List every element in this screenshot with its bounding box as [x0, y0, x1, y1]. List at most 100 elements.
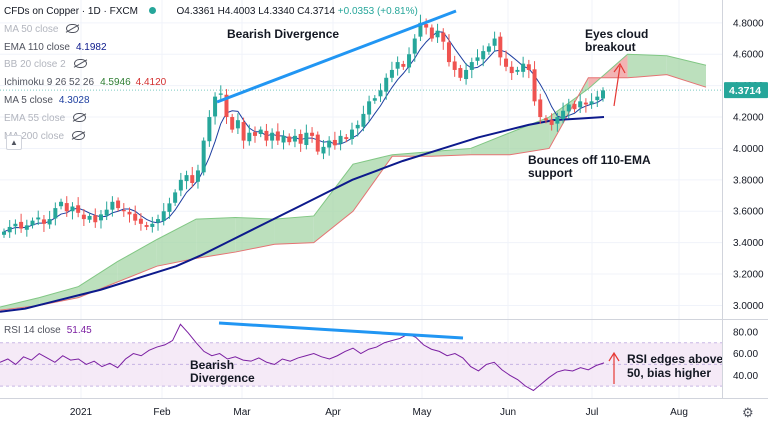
candle-body — [7, 226, 12, 233]
price-tick-label: 4.8000 — [733, 18, 764, 29]
price-tick-label: 3.2000 — [733, 270, 764, 281]
collapse-legend-button[interactable]: ▲ — [6, 135, 22, 150]
candle — [30, 217, 35, 229]
candle-body — [321, 146, 326, 154]
candle — [190, 166, 195, 188]
candle-body — [36, 217, 41, 220]
candle-body — [492, 38, 497, 46]
candle-body — [372, 98, 377, 101]
candle-body — [327, 140, 332, 148]
candle — [349, 122, 354, 145]
candle — [81, 209, 86, 226]
candle-body — [412, 38, 417, 54]
candle-body — [338, 135, 343, 144]
rsi-tick-label: 60.00 — [733, 349, 758, 360]
candle — [549, 113, 554, 131]
legend-row[interactable]: MA 200 close — [4, 128, 418, 146]
candle-body — [389, 69, 394, 78]
legend-row[interactable]: BB 20 close 2 — [4, 56, 418, 74]
candle-body — [578, 101, 583, 108]
legend-row[interactable]: EMA 110 close 4.1982 — [4, 39, 418, 57]
legend-row[interactable]: Ichimoku 9 26 52 26 4.5946 4.4120 — [4, 74, 418, 92]
legend-row[interactable]: MA 50 close — [4, 21, 418, 39]
candle-body — [270, 132, 275, 141]
legend-value: 4.1982 — [75, 41, 107, 53]
rsi-legend: RSI 14 close 51.45 — [4, 325, 92, 336]
change-value: +0.0353 (+0.81%) — [337, 6, 418, 17]
candle — [566, 98, 571, 119]
candle — [561, 102, 566, 124]
eye-hidden-icon[interactable] — [73, 59, 87, 69]
rsi-bearish-label: Bearish — [190, 358, 234, 372]
candle-body — [224, 94, 229, 118]
candle-body — [144, 225, 149, 227]
candle-body — [418, 22, 423, 37]
candle-body — [53, 208, 58, 219]
eye-hidden-icon[interactable] — [73, 112, 87, 122]
candle-body — [275, 131, 280, 141]
candle — [338, 130, 343, 151]
candle-body — [435, 30, 440, 38]
gear-icon[interactable]: ⚙ — [742, 405, 754, 420]
rsi-arrowhead — [608, 351, 620, 362]
cloud-segment — [627, 54, 667, 78]
candle-body — [178, 179, 183, 191]
candle — [435, 23, 440, 43]
candle-body — [59, 201, 64, 207]
candle-body — [464, 69, 469, 80]
candle — [504, 50, 509, 72]
legend-row[interactable]: EMA 55 close — [4, 110, 418, 128]
candle — [224, 89, 229, 124]
candle-body — [121, 209, 126, 212]
candle — [138, 213, 143, 231]
candle — [121, 203, 126, 217]
candle-body — [315, 134, 320, 152]
candle-body — [167, 203, 172, 212]
candle — [133, 205, 138, 226]
candle — [195, 164, 200, 189]
candle-body — [13, 223, 18, 227]
last-price-badge — [724, 82, 768, 99]
candle-body — [173, 192, 178, 203]
indicator-lines — [0, 31, 605, 313]
candle — [526, 59, 531, 79]
price-tick-label: 3.0000 — [733, 301, 764, 312]
candle-body — [344, 137, 349, 140]
cloud-segment — [156, 219, 197, 267]
candle-body — [349, 129, 354, 140]
time-tick-label: 2021 — [70, 407, 93, 418]
cloud-segment — [196, 217, 236, 259]
candle-body — [87, 215, 92, 220]
candle-body — [601, 90, 605, 99]
candle-body — [258, 129, 263, 134]
rsi-value: 51.45 — [66, 325, 92, 336]
legend-label: MA 50 close — [4, 23, 59, 35]
cloud-segment — [235, 217, 275, 253]
candle-body — [287, 136, 292, 143]
candle-body — [401, 63, 406, 67]
symbol-title[interactable]: CFDs on Copper · 1D · FXCM — [4, 6, 138, 17]
candle-body — [446, 42, 451, 63]
eyes-cloud-label: breakout — [585, 40, 636, 54]
candle-body — [532, 69, 537, 102]
candle-body — [150, 223, 155, 227]
eye-hidden-icon[interactable] — [72, 130, 86, 140]
cloud-segment — [0, 297, 40, 311]
close-value: C4.3714 — [297, 6, 335, 17]
candle — [13, 219, 18, 235]
eye-hidden-icon[interactable] — [66, 23, 80, 33]
candle-body — [452, 61, 457, 70]
candle — [361, 105, 366, 132]
candle-body — [156, 219, 161, 223]
candle-body — [595, 96, 600, 101]
candle-body — [161, 211, 166, 221]
candle-body — [566, 104, 571, 112]
ohlc-values: O4.3361 H4.4003 L4.3340 C4.3714 +0.0353 … — [176, 6, 417, 17]
candle — [378, 83, 383, 102]
candle — [287, 133, 292, 146]
candle-body — [241, 122, 246, 141]
legend-row[interactable]: MA 5 close 4.3028 — [4, 92, 418, 110]
candle-body — [441, 32, 446, 42]
